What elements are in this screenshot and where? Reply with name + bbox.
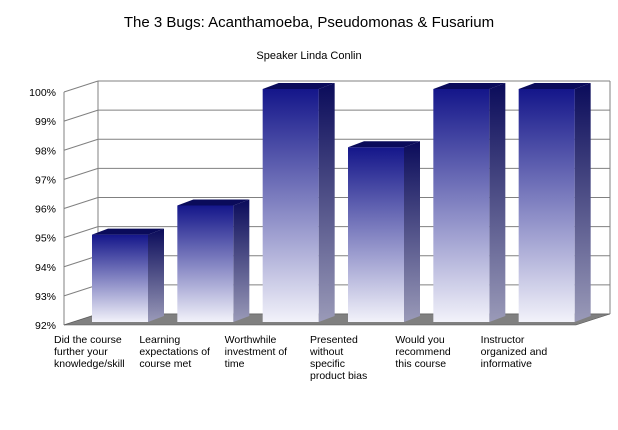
bar-side bbox=[318, 83, 335, 322]
bar-side bbox=[233, 199, 250, 322]
grid-line-depth bbox=[63, 109, 99, 122]
bar bbox=[518, 83, 591, 322]
y-tick-label: 95% bbox=[35, 233, 56, 245]
y-tick-label: 93% bbox=[35, 291, 56, 303]
bar-side bbox=[574, 83, 591, 322]
bar bbox=[92, 228, 164, 322]
bar bbox=[262, 83, 335, 322]
bar-top bbox=[433, 83, 506, 89]
bar-front bbox=[262, 89, 319, 322]
grid-line-depth bbox=[63, 138, 99, 151]
grid-line-depth bbox=[63, 167, 99, 180]
bars bbox=[92, 83, 591, 322]
bar bbox=[433, 83, 506, 322]
x-tick-label: Learning expectations of course met bbox=[139, 334, 210, 370]
bar-front bbox=[348, 147, 404, 322]
bar bbox=[348, 141, 420, 322]
bar-front bbox=[177, 205, 234, 322]
bar-front bbox=[518, 89, 575, 322]
bar-front bbox=[433, 89, 490, 322]
bar-top bbox=[262, 83, 335, 89]
bar-front bbox=[92, 234, 148, 322]
bar-top bbox=[348, 141, 420, 148]
x-tick-label: Presented without specific product bias bbox=[310, 334, 368, 382]
x-tick-label: Instructor organized and informative bbox=[480, 334, 548, 370]
x-tick-label: Worthwhile investment of time bbox=[224, 334, 288, 370]
bar-side bbox=[489, 83, 506, 322]
bar-side bbox=[404, 141, 420, 322]
y-tick-label: 98% bbox=[35, 145, 56, 157]
bar bbox=[177, 199, 250, 322]
chart-subtitle: Speaker Linda Conlin bbox=[256, 50, 362, 62]
x-tick-label: Did the course further your knowledge/sk… bbox=[54, 334, 125, 370]
bar-side bbox=[148, 228, 164, 322]
bar-top bbox=[92, 228, 164, 235]
y-tick-label: 100% bbox=[29, 87, 56, 99]
y-tick-labels: 92% 93% 94% 95% 96% 97% 98% 99% 100% bbox=[29, 87, 56, 332]
grid-line-depth bbox=[63, 197, 99, 209]
grid-line-depth bbox=[63, 80, 99, 93]
chart-title: The 3 Bugs: Acanthamoeba, Pseudomonas & … bbox=[123, 14, 495, 31]
y-tick-label: 92% bbox=[35, 320, 56, 332]
bar-top bbox=[177, 199, 250, 206]
y-tick-label: 94% bbox=[35, 262, 56, 274]
bar-top bbox=[518, 83, 591, 89]
x-tick-label: Would you recommend this course bbox=[395, 334, 451, 370]
grid-line-depth bbox=[63, 226, 99, 239]
y-tick-label: 96% bbox=[35, 204, 56, 216]
y-tick-label: 99% bbox=[35, 116, 56, 128]
y-tick-label: 97% bbox=[35, 174, 56, 186]
